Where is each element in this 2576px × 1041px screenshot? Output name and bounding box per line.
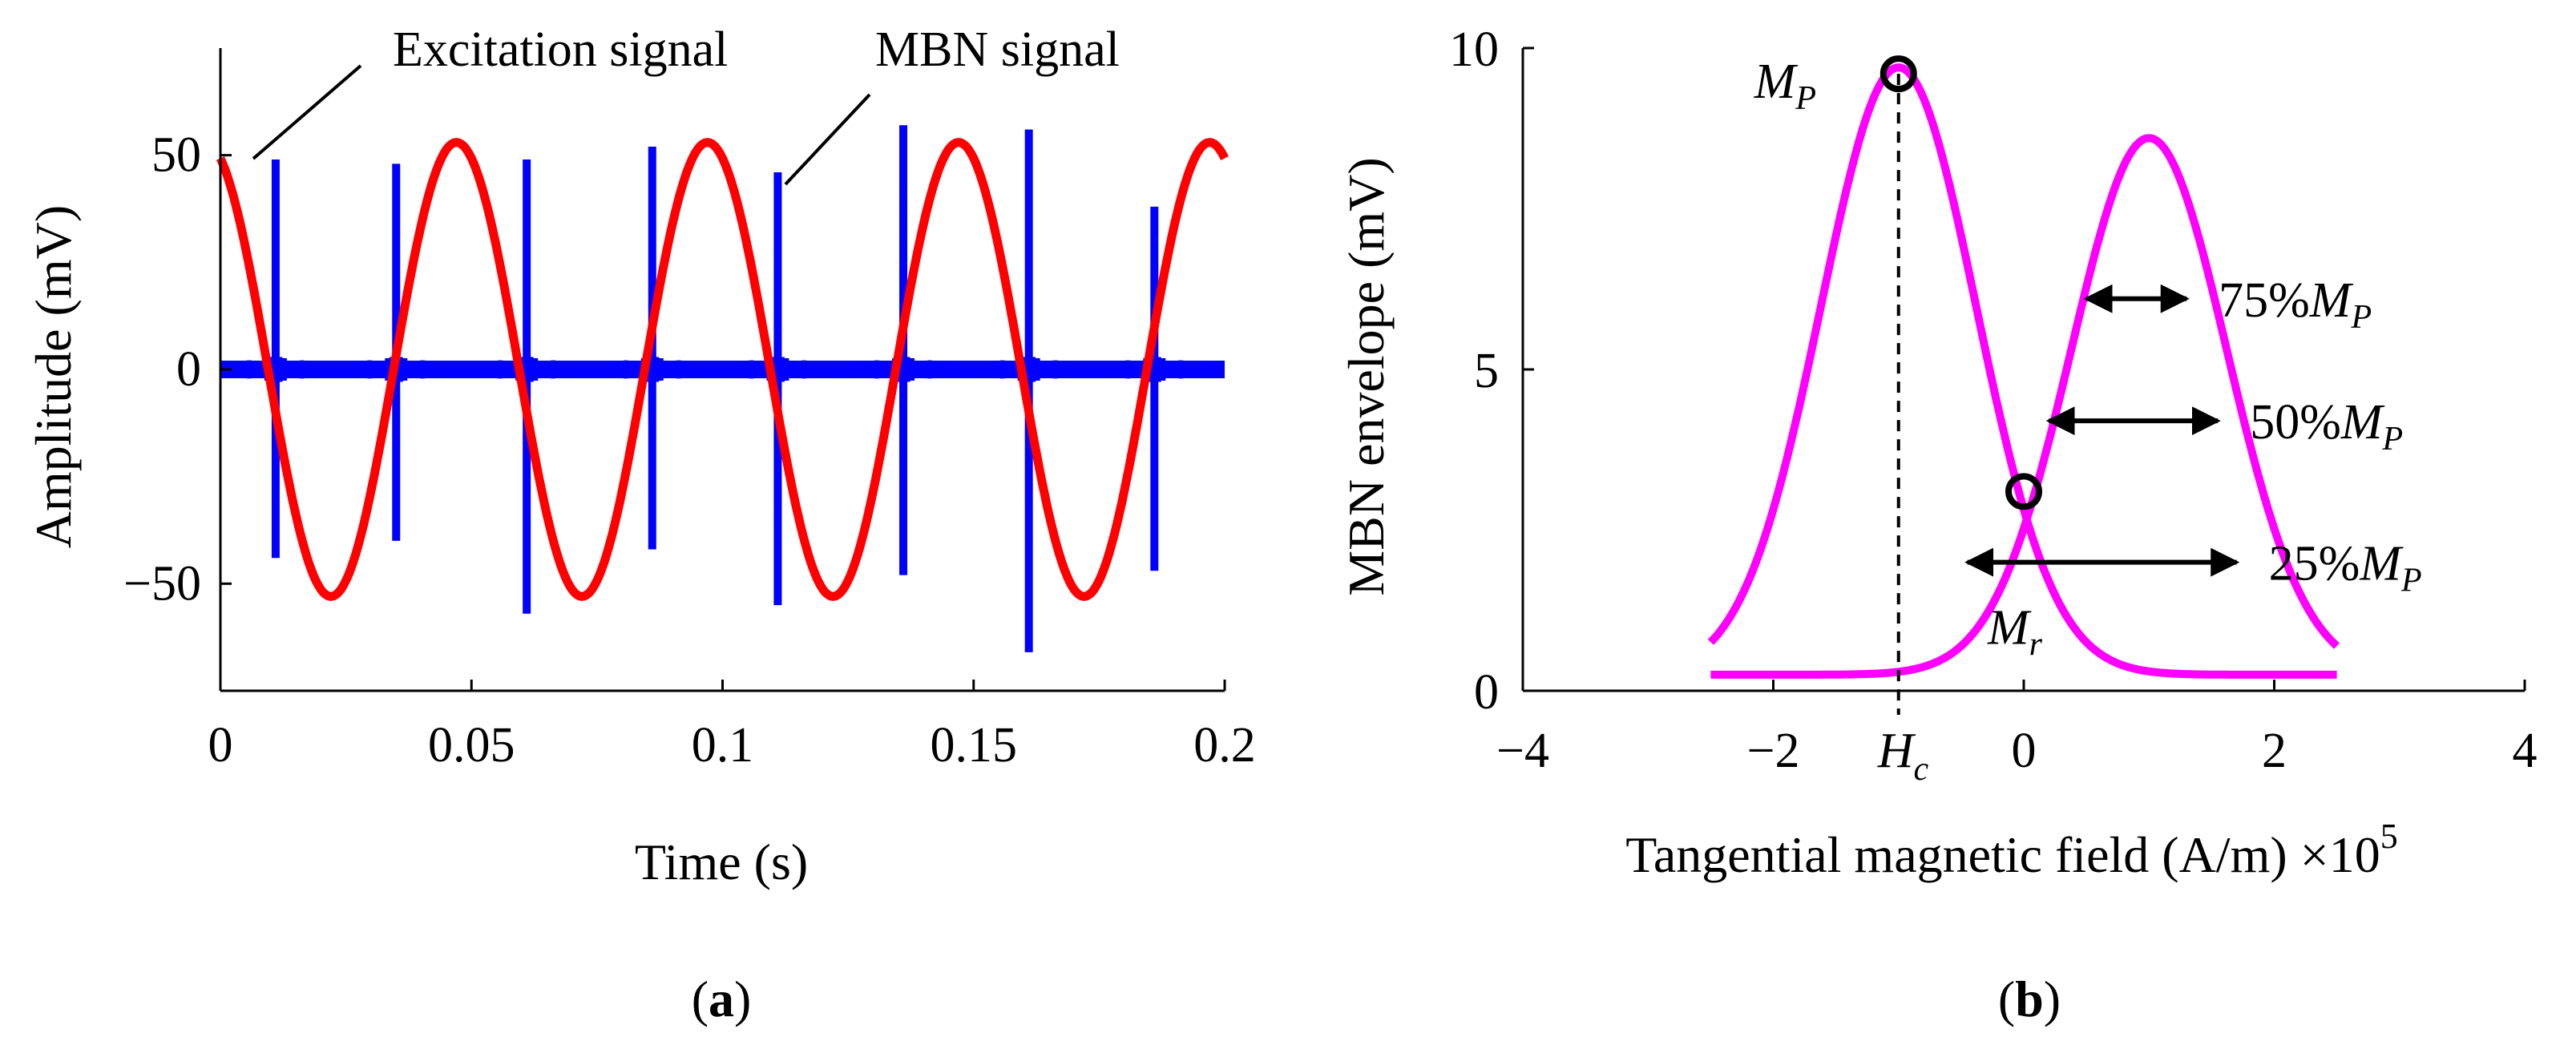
chart-b-hc-label: Hc [1877, 724, 1929, 788]
chart-b-width-label-sub: P [2350, 299, 2372, 336]
chart-b-marker-mp [1880, 55, 1917, 93]
chart-b-width-label-sub: P [2400, 563, 2422, 599]
chart-b-marker-mr-sub: r [2029, 626, 2043, 663]
chart-b-width-label: 25%MP [2269, 537, 2422, 599]
chart-b-panel-letter: b [2015, 970, 2044, 1027]
chart-a-xtick-label: 0.05 [428, 718, 515, 773]
chart-b-xtick-label: −2 [1747, 724, 1800, 778]
chart-b-marker-mp-label: MP [1754, 54, 1816, 117]
chart-b-width-label: 50%MP [2250, 395, 2403, 458]
chart-b-marker-mr [2005, 473, 2042, 510]
chart-b-width-label-m: M [2309, 273, 2354, 328]
chart-a-xtick-label: 0.15 [931, 718, 1018, 773]
chart-a-panel-label: (a) [692, 970, 752, 1027]
chart-b-marker-mr-label: Mr [1987, 600, 2043, 663]
chart-a-xtick-label: 0.2 [1193, 718, 1256, 773]
chart-b-xtick-label: 2 [2262, 724, 2287, 778]
chart-b-hc-sub: c [1914, 751, 1929, 788]
chart-b-envelope-line-2 [1709, 134, 2340, 679]
chart-a-xtick-label: 0 [208, 718, 233, 773]
chart-b-width-label-m: M [2359, 537, 2404, 591]
chart-b-ticks: −4 −2 0 2 4 0 5 10 [1449, 22, 2538, 778]
chart-a-ticks: 0 0.05 0.1 0.15 0.2 −50 0 50 [123, 128, 1256, 773]
chart-a-xtick-label: 0.1 [692, 718, 754, 773]
chart-b-ylabel: MBN envelope (mV) [1338, 157, 1395, 595]
chart-b-xlabel-multiplier: ×10 [2300, 826, 2380, 883]
chart-b-envelope-line-1 [1707, 63, 2339, 679]
chart-a-excitation-line [216, 138, 1229, 601]
chart-b-xtick-label: 0 [2012, 724, 2037, 778]
chart-b-xlabel-exponent: 5 [2380, 817, 2398, 856]
chart-a-annotation-leader-excitation [252, 64, 362, 160]
chart-b-marker-mp-sub: P [1795, 80, 1816, 117]
chart-a-ylabel: Amplitude (mV) [25, 205, 82, 548]
chart-b-ytick-label: 0 [1474, 665, 1499, 720]
chart-b-xtick-label: 4 [2513, 724, 2538, 778]
chart-b-xlabel: Tangential magnetic field (A/m) ×105 [1625, 817, 2398, 883]
chart-b-series [1707, 63, 2340, 679]
chart-a-series [216, 125, 1229, 652]
chart-a-annotation-excitation: Excitation signal [393, 22, 728, 77]
chart-b-width-label-m: M [2340, 395, 2385, 450]
chart-a-ytick-label: −50 [123, 556, 201, 611]
chart-a-xlabel: Time (s) [635, 833, 808, 890]
chart-a-ytick-label: 0 [176, 342, 201, 397]
chart-b-xtick-label: −4 [1496, 724, 1549, 778]
chart-b-width-label: 75%MP [2219, 273, 2372, 336]
chart-a-panel-letter: a [709, 970, 734, 1027]
chart-b-xlabel-text: Tangential magnetic field (A/m) [1625, 826, 2287, 883]
chart-a-ytick-label: 50 [151, 128, 201, 183]
chart-b-width-label-sub: P [2382, 421, 2404, 458]
chart-b-ytick-label: 10 [1449, 22, 1499, 77]
chart-b-ytick-label: 5 [1474, 344, 1499, 398]
chart-a-annotation-leader-mbn [784, 93, 871, 186]
chart-b-panel-label: (b) [1998, 970, 2061, 1027]
chart-a-annotation-mbn: MBN signal [875, 22, 1120, 77]
